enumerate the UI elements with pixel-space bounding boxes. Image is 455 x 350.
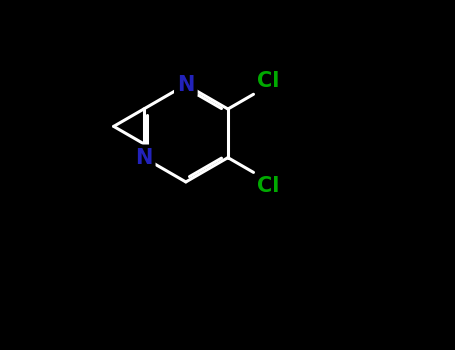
Text: Cl: Cl <box>257 176 279 196</box>
Text: N: N <box>177 75 195 95</box>
Text: N: N <box>135 148 152 168</box>
Text: Cl: Cl <box>257 71 279 91</box>
